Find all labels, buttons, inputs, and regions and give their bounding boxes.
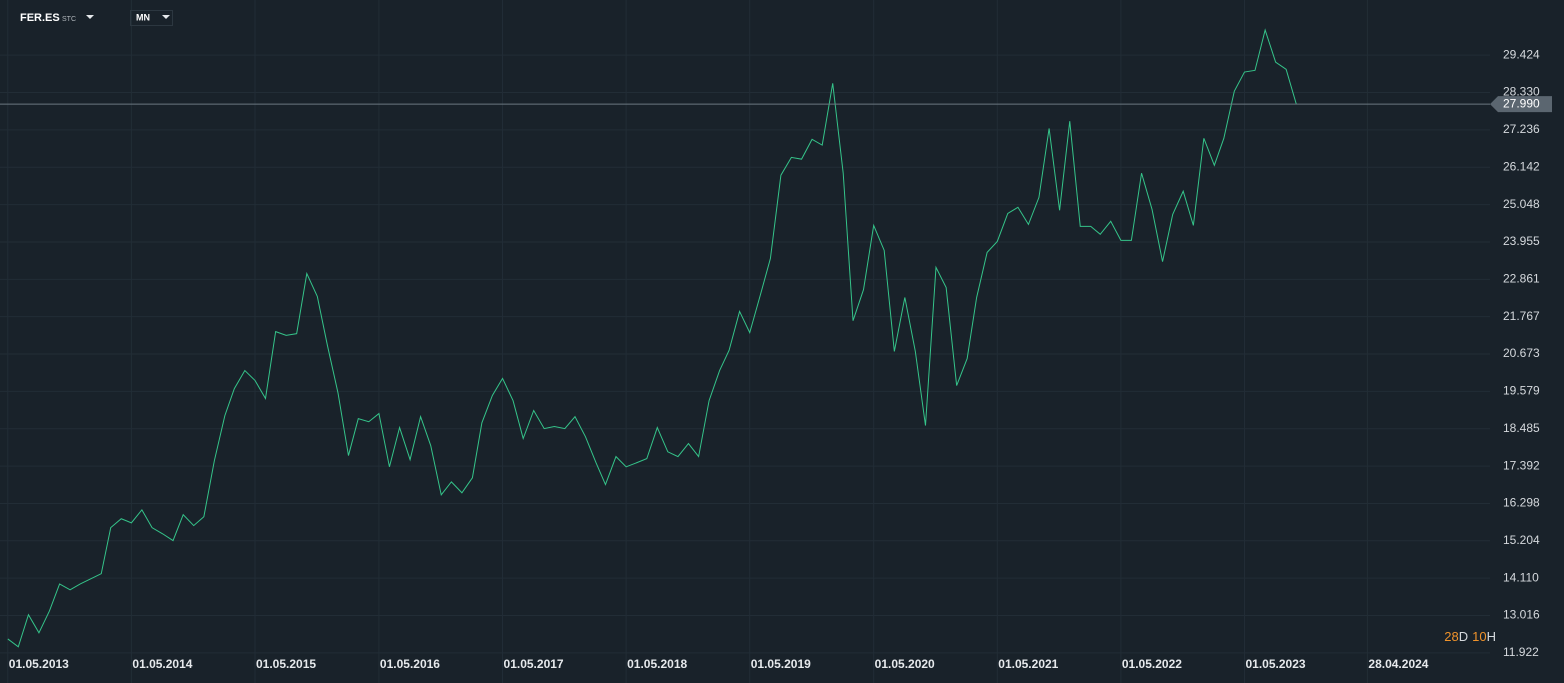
symbol-dropdown[interactable]	[86, 15, 94, 19]
interval[interactable]: MN	[136, 12, 150, 22]
plot	[0, 28, 1490, 648]
y-tick-label: 25.048	[1503, 197, 1540, 211]
countdown-days: 28	[1444, 629, 1458, 644]
countdown-hours: 10	[1472, 629, 1486, 644]
y-tick-label: 27.236	[1503, 122, 1540, 136]
y-tick-label: 17.392	[1503, 458, 1540, 472]
x-tick-label: 01.05.2023	[1245, 657, 1305, 671]
y-tick-label: 16.298	[1503, 496, 1540, 510]
last-price-tag	[1490, 96, 1552, 113]
x-tick-label: 01.05.2021	[998, 657, 1058, 671]
countdown-unit: H	[1487, 629, 1496, 644]
symbol-type: STC	[62, 16, 76, 23]
last-price-label: 27.990	[1503, 96, 1540, 110]
y-tick-label: 26.142	[1503, 159, 1540, 173]
y-tick-label: 18.485	[1503, 421, 1540, 435]
x-tick-label: 01.05.2017	[504, 657, 564, 671]
y-tick-label: 11.922	[1503, 645, 1539, 659]
axes: 11.922 13.016 14.110 15.204 16.298 17.392 18.4…	[9, 47, 1552, 671]
symbol[interactable]: FER.ES	[20, 12, 60, 24]
y-tick-label: 20.673	[1503, 346, 1540, 360]
y-tick-label: 21.767	[1503, 309, 1540, 323]
x-tick-label: 01.05.2015	[256, 657, 316, 671]
y-tick-label: 14.110	[1503, 570, 1539, 584]
y-tick-label: 22.861	[1503, 271, 1540, 285]
countdown-unit: D	[1459, 629, 1468, 644]
x-tick-label: 01.05.2014	[132, 657, 192, 671]
y-tick-label: 15.204	[1503, 533, 1540, 547]
y-tick-label: 23.955	[1503, 234, 1540, 248]
x-tick-label: 01.05.2020	[875, 657, 935, 671]
x-tick-label: 01.05.2016	[380, 657, 440, 671]
y-tick-label: 13.016	[1503, 608, 1540, 622]
x-tick-label: 01.05.2013	[9, 657, 69, 671]
interval-dropdown[interactable]	[162, 15, 170, 19]
price-line	[7, 28, 1297, 648]
x-tick-label: 01.05.2019	[751, 657, 811, 671]
x-tick-label: 01.05.2022	[1122, 657, 1182, 671]
grid	[0, 0, 1490, 683]
interval-box[interactable]	[130, 10, 173, 26]
y-tick-label: 29.424	[1503, 47, 1540, 61]
y-tick-label: 19.579	[1503, 384, 1540, 398]
countdown: 28D 10H	[1444, 629, 1496, 644]
x-tick-label: 28.04.2024	[1368, 657, 1428, 671]
x-tick-label: 01.05.2018	[627, 657, 687, 671]
y-tick-label: 28.330	[1503, 85, 1540, 99]
